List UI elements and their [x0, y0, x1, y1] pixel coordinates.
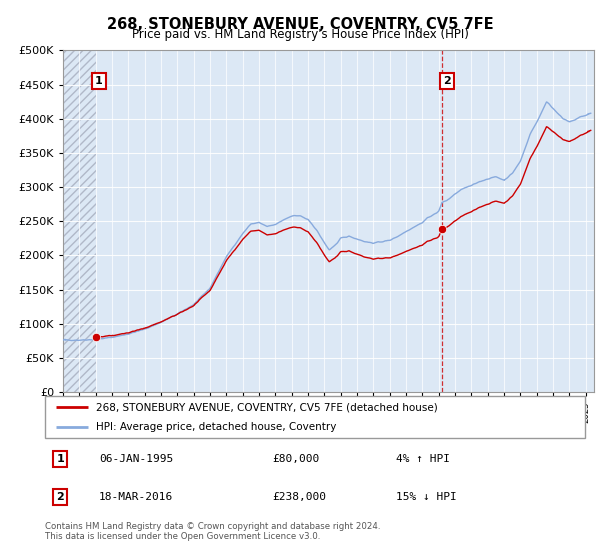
Text: £238,000: £238,000 [272, 492, 326, 502]
Text: HPI: Average price, detached house, Coventry: HPI: Average price, detached house, Cove… [96, 422, 337, 432]
Text: 06-JAN-1995: 06-JAN-1995 [99, 454, 173, 464]
Text: 1: 1 [56, 454, 64, 464]
Text: 268, STONEBURY AVENUE, COVENTRY, CV5 7FE: 268, STONEBURY AVENUE, COVENTRY, CV5 7FE [107, 17, 493, 32]
Text: 1: 1 [95, 76, 103, 86]
Text: 2: 2 [443, 76, 451, 86]
Text: 4% ↑ HPI: 4% ↑ HPI [396, 454, 450, 464]
Text: £80,000: £80,000 [272, 454, 319, 464]
Text: 18-MAR-2016: 18-MAR-2016 [99, 492, 173, 502]
Text: 2: 2 [56, 492, 64, 502]
Bar [63, 50, 96, 392]
Text: Contains HM Land Registry data © Crown copyright and database right 2024.
This d: Contains HM Land Registry data © Crown c… [45, 522, 380, 542]
Text: 268, STONEBURY AVENUE, COVENTRY, CV5 7FE (detached house): 268, STONEBURY AVENUE, COVENTRY, CV5 7FE… [96, 402, 438, 412]
Text: Price paid vs. HM Land Registry's House Price Index (HPI): Price paid vs. HM Land Registry's House … [131, 28, 469, 41]
Text: 15% ↓ HPI: 15% ↓ HPI [396, 492, 457, 502]
